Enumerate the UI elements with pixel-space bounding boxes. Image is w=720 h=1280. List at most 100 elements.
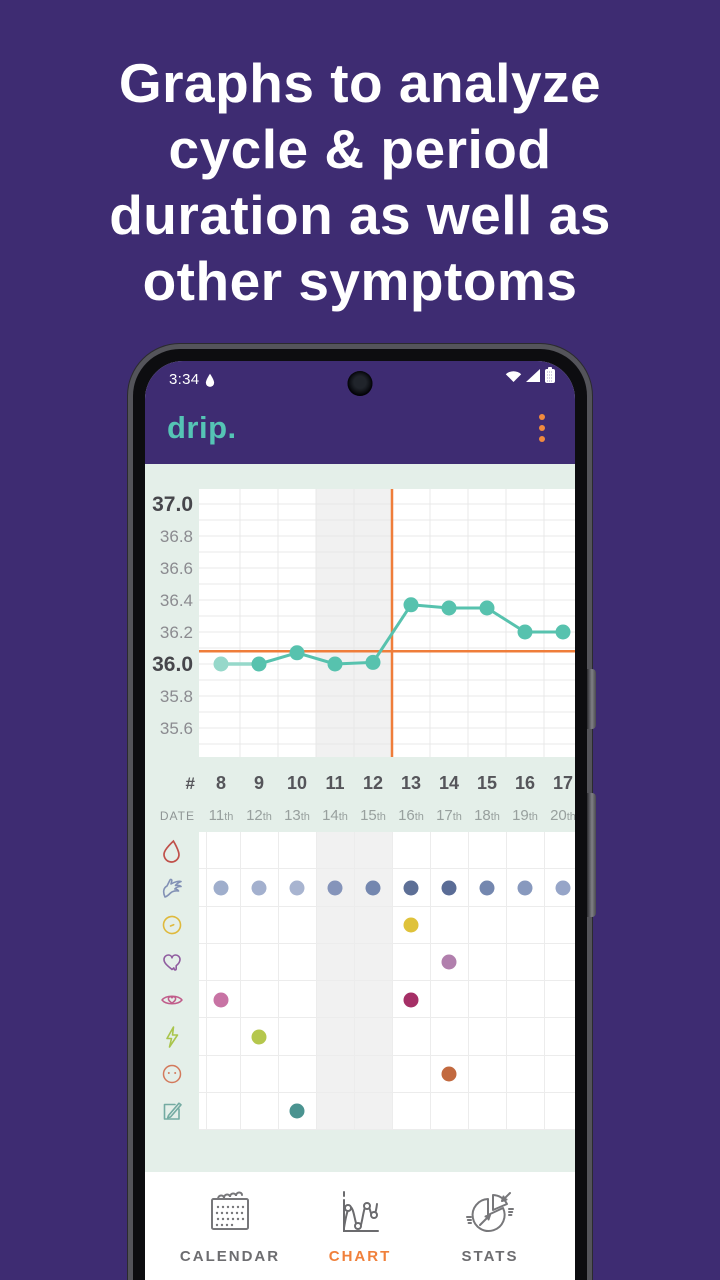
symptom-dot-mucus-day11[interactable]	[327, 880, 343, 896]
svg-text:36.6: 36.6	[160, 559, 193, 578]
note-icon	[145, 1093, 199, 1130]
svg-text:11: 11	[325, 773, 344, 793]
symptom-grid[interactable]	[145, 832, 575, 1130]
symptom-cells-note[interactable]	[199, 1092, 575, 1130]
symptom-row-mood	[145, 1055, 575, 1093]
svg-text:13th: 13th	[284, 807, 310, 824]
nav-label-calendar: CALENDAR	[179, 1248, 281, 1265]
svg-text:16: 16	[515, 773, 535, 793]
eye-heart-icon	[145, 981, 199, 1018]
camera-punch-hole	[347, 371, 373, 396]
symptom-row-sex	[145, 981, 575, 1019]
symptom-cells-sex[interactable]	[199, 981, 575, 1019]
symptom-dot-note-day10[interactable]	[289, 1103, 305, 1119]
symptom-row-pain	[145, 1018, 575, 1056]
svg-text:36.8: 36.8	[160, 527, 193, 546]
symptom-dot-mucus-day17[interactable]	[555, 880, 571, 896]
kebab-menu-icon[interactable]	[535, 410, 549, 446]
svg-text:37.0: 37.0	[152, 493, 193, 516]
svg-text:13: 13	[401, 773, 421, 793]
drop-icon	[145, 832, 199, 869]
headline-line-4: other symptoms	[142, 250, 578, 312]
wifi-icon	[505, 369, 522, 387]
svg-text:17: 17	[553, 773, 573, 793]
symptom-dot-mucus-day16[interactable]	[517, 880, 533, 896]
symptom-dot-sex-day8[interactable]	[213, 992, 229, 1008]
svg-text:14th: 14th	[322, 807, 348, 824]
svg-text:15: 15	[477, 773, 497, 793]
symptom-dot-cervix-day13[interactable]	[403, 917, 419, 933]
nav-item-stats[interactable]: STATS	[427, 1187, 553, 1265]
svg-text:35.8: 35.8	[160, 687, 193, 706]
svg-text:36.4: 36.4	[160, 591, 193, 610]
stats-icon	[464, 1187, 516, 1244]
lightning-icon	[145, 1018, 199, 1055]
svg-text:20th: 20th	[550, 807, 575, 824]
svg-text:36.2: 36.2	[160, 623, 193, 642]
temperature-chart[interactable]: 37.0 36.8 36.6 36.4 36.2 36.0 35.8 35.6 # 8 9 10 11 1…	[145, 464, 575, 832]
symptom-cells-pain[interactable]	[199, 1018, 575, 1056]
status-time: 3:34	[169, 371, 200, 388]
headline-line-2: cycle & period	[168, 118, 552, 180]
symptom-cells-cervix[interactable]	[199, 906, 575, 944]
symptom-dot-mucus-day10[interactable]	[289, 880, 305, 896]
power-button	[587, 793, 596, 917]
svg-text:19th: 19th	[512, 807, 538, 824]
symptom-dot-mucus-day9[interactable]	[251, 880, 267, 896]
phone-screen: 3:34	[145, 361, 575, 1280]
svg-text:14: 14	[439, 773, 459, 793]
app-bar: drip.	[145, 391, 575, 464]
symptom-cells-mucus[interactable]	[199, 869, 575, 907]
symptom-row-desire	[145, 943, 575, 981]
battery-icon	[545, 367, 555, 388]
nav-item-calendar[interactable]: CALENDAR	[167, 1187, 293, 1265]
app-title: drip.	[167, 409, 237, 445]
symptom-row-bleeding	[145, 832, 575, 870]
chart-screen-content: 37.0 36.8 36.6 36.4 36.2 36.0 35.8 35.6 #8 9 10 11 1…	[145, 464, 575, 1280]
symptom-dot-mucus-day15[interactable]	[479, 880, 495, 896]
svg-text:#: #	[186, 774, 196, 793]
svg-text:DATE: DATE	[160, 809, 195, 823]
circle-icon	[145, 907, 199, 944]
chart-icon	[334, 1187, 386, 1244]
svg-text:12th: 12th	[246, 807, 272, 824]
bottom-navigation: CALENDAR CHART	[145, 1172, 575, 1280]
svg-text:10: 10	[287, 773, 307, 793]
svg-text:11th: 11th	[209, 807, 234, 824]
svg-text:17th: 17th	[436, 807, 462, 824]
headline-line-3: duration as well as	[109, 184, 611, 246]
face-icon	[145, 1056, 199, 1093]
svg-text:16th: 16th	[398, 807, 424, 824]
symptom-cells-mood[interactable]	[199, 1055, 575, 1093]
phone-mockup: 3:34	[128, 344, 596, 1280]
symptom-dot-mucus-day12[interactable]	[365, 880, 381, 896]
symptom-dot-mood-day14[interactable]	[441, 1066, 457, 1082]
symptom-dot-sex-day13[interactable]	[403, 992, 419, 1008]
svg-text:18th: 18th	[474, 807, 500, 824]
dripping-heart-icon	[145, 944, 199, 981]
nav-item-chart[interactable]: CHART	[297, 1187, 423, 1265]
nav-label-chart: CHART	[328, 1248, 392, 1265]
svg-text:15th: 15th	[360, 807, 386, 824]
symptom-dot-pain-day9[interactable]	[251, 1029, 267, 1045]
headline: Graphs to analyze cycle & period duratio…	[0, 50, 720, 314]
volume-button	[587, 669, 596, 729]
symptom-cells-desire[interactable]	[199, 943, 575, 981]
svg-text:12: 12	[363, 773, 383, 793]
symptom-cells-bleeding[interactable]	[199, 832, 575, 870]
cellular-signal-icon	[526, 368, 541, 387]
symptom-dot-mucus-day14[interactable]	[441, 880, 457, 896]
symptom-dot-mucus-day13[interactable]	[403, 880, 419, 896]
symptom-row-mucus	[145, 869, 575, 907]
notification-drop-icon	[204, 373, 216, 388]
svg-text:35.6: 35.6	[160, 719, 193, 738]
headline-line-1: Graphs to analyze	[118, 52, 602, 114]
svg-text:9: 9	[254, 773, 264, 793]
symptom-row-cervix	[145, 906, 575, 944]
symptom-dot-mucus-day8[interactable]	[213, 880, 229, 896]
symptom-row-note	[145, 1092, 575, 1130]
calendar-icon	[204, 1187, 256, 1244]
svg-text:8: 8	[216, 773, 226, 793]
hand-icon	[145, 869, 199, 906]
symptom-dot-desire-day14[interactable]	[441, 954, 457, 970]
